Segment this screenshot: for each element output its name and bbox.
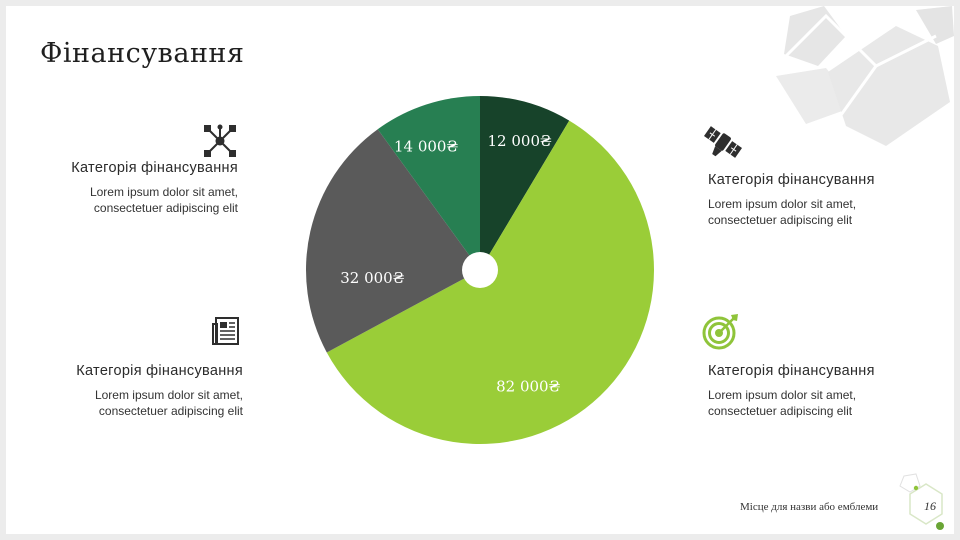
category-block-top-right: Категорія фінансування Lorem ipsum dolor… bbox=[708, 172, 908, 228]
category-block-top-left: Категорія фінансування Lorem ipsum dolor… bbox=[46, 160, 238, 216]
category-block-bottom-left: Категорія фінансування Lorem ipsum dolor… bbox=[46, 363, 243, 419]
slide: Фінансування 12 000₴ 82 000₴ 32 000₴ 14 000… bbox=[6, 6, 954, 534]
pie-data-label: 82 000₴ bbox=[496, 378, 560, 396]
pie-chart: 12 000₴ 82 000₴ 32 000₴ 14 000₴ bbox=[306, 96, 655, 445]
category-description-line: Lorem ipsum dolor sit amet, bbox=[708, 388, 857, 402]
network-icon bbox=[204, 124, 236, 157]
category-description-line: Lorem ipsum dolor sit amet, bbox=[708, 197, 857, 211]
satellite-icon bbox=[703, 126, 743, 158]
pie-data-label: 32 000₴ bbox=[340, 269, 404, 287]
category-description-line: consectetuer adipiscing elit bbox=[708, 213, 853, 227]
pie-slice bbox=[480, 96, 570, 270]
category-description: Lorem ipsum dolor sit amet, consectetuer… bbox=[46, 184, 238, 216]
category-description-line: Lorem ipsum dolor sit amet, bbox=[94, 388, 243, 402]
target-icon bbox=[702, 314, 738, 350]
category-description-line: consectetuer adipiscing elit bbox=[98, 404, 243, 418]
slide-title: Фінансування bbox=[40, 38, 245, 69]
pie-slice bbox=[306, 129, 480, 353]
pie-data-label: 14 000₴ bbox=[394, 137, 458, 155]
category-block-bottom-right: Категорія фінансування Lorem ipsum dolor… bbox=[708, 363, 908, 419]
category-title: Категорія фінансування bbox=[76, 363, 243, 379]
decorative-shapes bbox=[776, 6, 954, 146]
category-description-line: Lorem ipsum dolor sit amet, bbox=[89, 185, 238, 199]
footer-placeholder-text: Місце для назви або емблеми bbox=[740, 501, 879, 513]
category-description-line: consectetuer adipiscing elit bbox=[708, 404, 853, 418]
pie-data-label: 12 000₴ bbox=[488, 132, 552, 150]
newspaper-icon bbox=[212, 317, 239, 345]
category-description: Lorem ipsum dolor sit amet, consectetuer… bbox=[46, 387, 243, 419]
category-description-line: consectetuer adipiscing elit bbox=[93, 201, 238, 215]
category-title: Категорія фінансування bbox=[71, 160, 238, 176]
category-description: Lorem ipsum dolor sit amet, consectetuer… bbox=[708, 196, 908, 228]
category-title: Категорія фінансування bbox=[708, 363, 875, 379]
category-title: Категорія фінансування bbox=[708, 172, 875, 188]
pie-center-hole bbox=[462, 252, 498, 288]
category-description: Lorem ipsum dolor sit amet, consectetuer… bbox=[708, 387, 908, 419]
page-number-badge bbox=[899, 473, 944, 530]
pie-slice bbox=[377, 96, 480, 270]
page-number: 16 bbox=[924, 499, 936, 513]
